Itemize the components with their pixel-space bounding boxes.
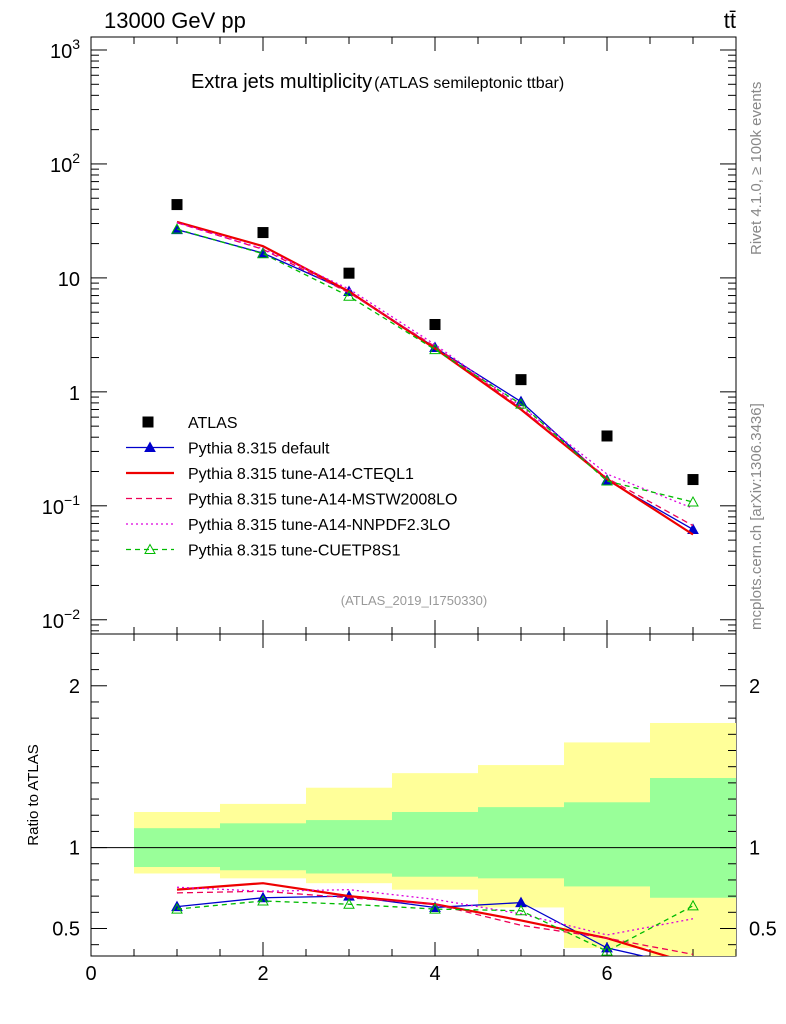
data-point: [171, 199, 183, 211]
series-point: [171, 903, 183, 914]
ratio-y-tick-label-right: 1: [749, 838, 760, 860]
band-inner: [478, 807, 564, 879]
process-label: tt̄: [724, 8, 736, 33]
series-point: [515, 904, 527, 916]
main-series: [171, 199, 699, 536]
ratio-series-line: [176, 890, 694, 956]
ratio-y-tick-label-right: 0.5: [749, 918, 777, 940]
y-tick-label: 10−1: [42, 492, 80, 519]
energy-label: 13000 GeV pp: [104, 8, 246, 33]
data-point: [343, 267, 355, 279]
legend-label: Pythia 8.315 tune-A14-CTEQL1: [188, 466, 414, 483]
y-tick-label: 102: [50, 150, 80, 177]
band-inner: [564, 802, 650, 887]
x-tick-label: 6: [601, 963, 612, 985]
y-tick-label: 1: [69, 383, 80, 405]
series-point: [144, 441, 156, 452]
series-line: [176, 228, 694, 503]
ratio-y-tick-label-right: 2: [749, 676, 760, 698]
legend-label: Pythia 8.315 tune-A14-MSTW2008LO: [188, 492, 457, 509]
legend-marker-data: [142, 416, 154, 428]
band-inner: [220, 823, 306, 871]
analysis-id: (ATLAS_2019_I1750330): [341, 593, 487, 608]
data-point: [257, 227, 269, 239]
series-point: [429, 343, 441, 355]
data-point: [429, 318, 441, 330]
series-point: [343, 290, 355, 301]
y-tick-label: 10−2: [42, 606, 80, 633]
chart-subtitle: (ATLAS semileptonic ttbar): [374, 75, 564, 92]
series-point: [601, 474, 613, 486]
series-point: [343, 898, 355, 909]
x-tick-label: 4: [429, 963, 440, 985]
legend: ATLAS Pythia 8.315 default Pythia 8.315 tu…: [126, 415, 457, 560]
ratio-series: [171, 882, 699, 971]
series-point: [687, 495, 699, 507]
ratio-bands: [134, 722, 736, 956]
series-point: [687, 899, 699, 911]
band-inner: [306, 820, 392, 874]
data-point: [601, 430, 613, 442]
legend-label: Pythia 8.315 tune-CUETP8S1: [188, 543, 401, 560]
band-inner: [392, 811, 478, 877]
legend-label: Pythia 8.315 default: [188, 441, 330, 458]
series-point: [171, 223, 183, 234]
data-point: [515, 374, 527, 386]
legend-label: Pythia 8.315 tune-A14-NNPDF2.3LO: [188, 517, 450, 534]
ratio-series-line: [176, 886, 694, 936]
series-point: [601, 945, 613, 956]
side-label-top: Rivet 4.1.0, ≥ 100k events: [748, 82, 765, 255]
data-point: [687, 474, 699, 486]
x-tick-label: 2: [257, 963, 268, 985]
series-point: [144, 543, 156, 554]
y-tick-label: 10: [58, 269, 80, 291]
series-point: [257, 894, 269, 906]
series-point: [429, 903, 441, 914]
band-inner: [650, 778, 736, 898]
series-point: [257, 247, 269, 259]
ratio-y-tick-label: 2: [69, 676, 80, 698]
legend-label: ATLAS: [188, 415, 238, 432]
side-label-bottom: mcplots.cern.ch [arXiv:1306.3436]: [748, 403, 765, 630]
series-point: [688, 962, 698, 971]
chart-title: Extra jets multiplicity (ATLAS semilepton…: [191, 71, 564, 93]
series-line: [176, 220, 694, 536]
chart-title-main: Extra jets multiplicity: [191, 71, 372, 93]
ratio-y-tick-label: 0.5: [52, 918, 80, 940]
x-tick-label: 0: [85, 963, 96, 985]
ratio-series-group: [171, 882, 699, 971]
ratio-y-tick-label: 1: [69, 838, 80, 860]
y-tick-label: 103: [50, 36, 80, 63]
ratio-ylabel: Ratio to ATLAS: [25, 744, 42, 845]
series-point: [515, 398, 527, 409]
